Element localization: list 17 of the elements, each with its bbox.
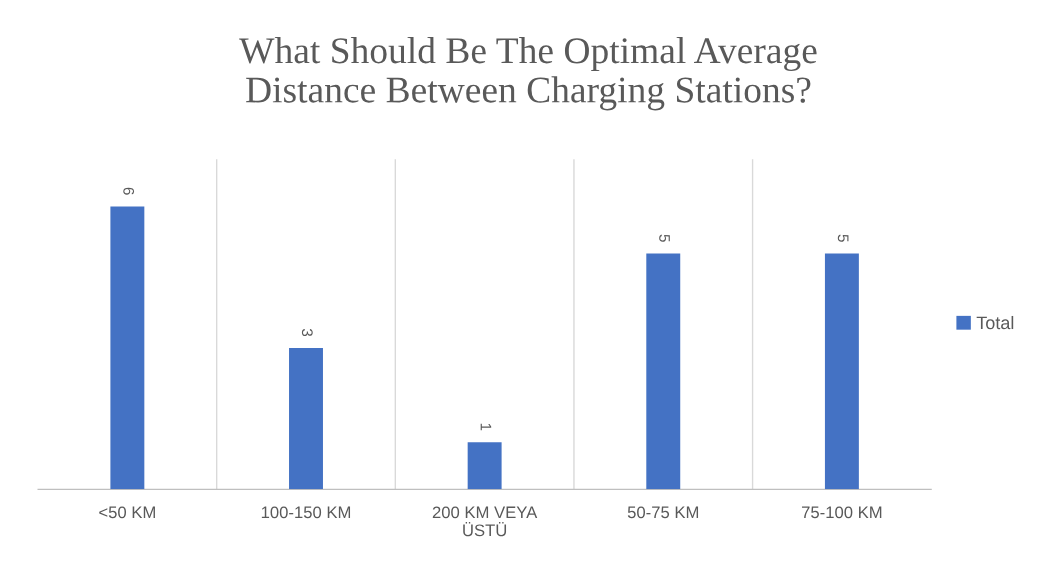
bar — [110, 206, 145, 490]
x-tick-label: 200 KM VEYA ÜSTÜ — [432, 506, 538, 537]
x-tick-label: 50-75 KM — [627, 506, 699, 519]
data-label: 6 — [123, 187, 135, 195]
x-tick-label: <50 KM — [99, 506, 155, 519]
bar — [289, 347, 323, 490]
bar — [467, 442, 502, 490]
data-label: 5 — [837, 234, 849, 242]
data-label: 1 — [480, 423, 492, 431]
bar — [646, 253, 681, 490]
legend-label: Total — [976, 315, 1014, 330]
data-label: 5 — [659, 234, 670, 242]
x-tick-label: 100-150 KM — [261, 506, 351, 519]
data-label: 3 — [301, 328, 313, 337]
chart-title: What Should Be The Optimal Average Distance Between Charging Stations? — [239, 36, 817, 111]
bar — [824, 253, 859, 490]
x-tick-label: 75-100 KM — [801, 506, 882, 519]
